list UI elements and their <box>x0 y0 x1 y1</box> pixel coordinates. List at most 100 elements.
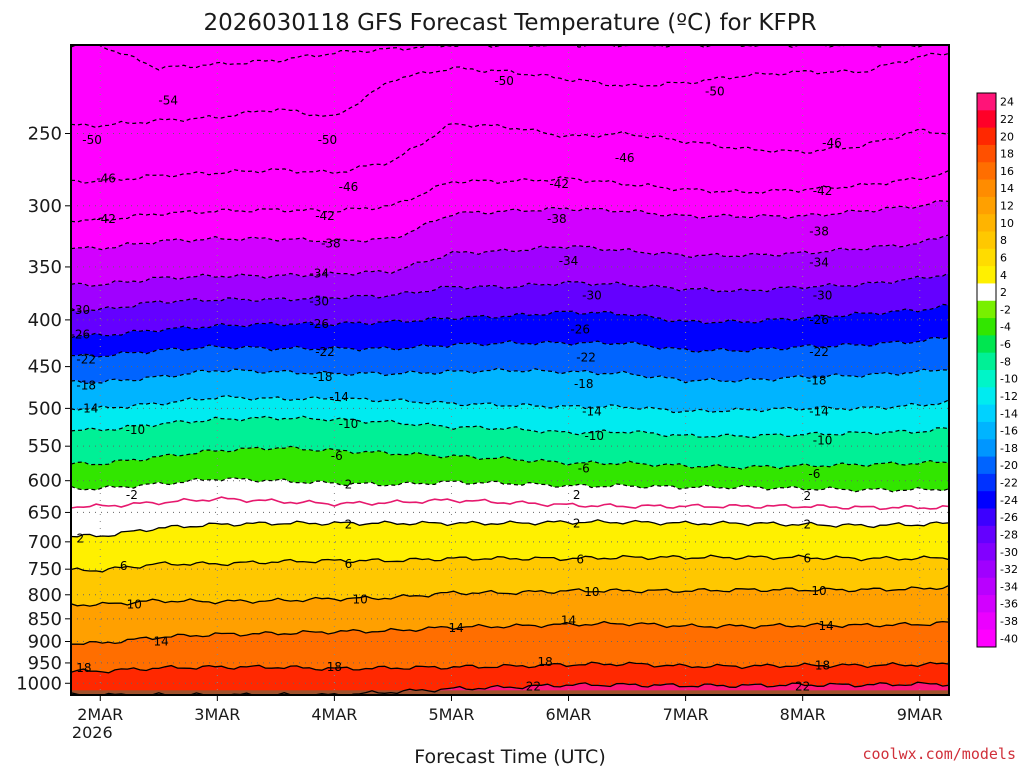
isotherm-label: -26 <box>309 317 329 331</box>
isotherm--42C <box>71 169 949 223</box>
colorbar-label: -14 <box>1000 407 1018 420</box>
colorbar-swatch <box>977 335 996 354</box>
colorbar-label: -34 <box>1000 580 1018 593</box>
isotherm--10C <box>71 415 949 439</box>
colorbar-label: -6 <box>1000 338 1011 351</box>
temperature-band <box>71 272 949 338</box>
temperature-band <box>71 234 949 312</box>
isotherm-label: -6 <box>578 462 590 476</box>
isotherm-label: -2 <box>126 488 138 502</box>
isotherm-10C <box>71 584 949 607</box>
x-tick-label: 3MAR <box>194 705 240 724</box>
isotherm-label: -18 <box>76 379 96 393</box>
y-tick-label: 500 <box>28 398 62 419</box>
colorbar-label: -12 <box>1000 390 1018 403</box>
y-tick-label: 600 <box>28 471 62 492</box>
isotherm-label: -50 <box>318 133 338 147</box>
temperature-band <box>71 395 949 438</box>
colorbar-label: -10 <box>1000 373 1018 386</box>
colorbar-swatch <box>977 231 996 250</box>
colorbar-frame <box>976 92 997 648</box>
isotherm-label: 14 <box>818 619 833 633</box>
isotherm-label: -22 <box>809 345 829 359</box>
isotherm-label: -34 <box>809 255 829 269</box>
colorbar-label: 10 <box>1000 217 1014 230</box>
source-credit: coolwx.com/models <box>862 745 1016 763</box>
isotherm-label: -38 <box>809 224 829 238</box>
isotherm-label: 14 <box>154 634 169 648</box>
colorbar-swatch <box>977 595 996 613</box>
isotherm-label: -26 <box>71 327 91 341</box>
colorbar-label: -38 <box>1000 615 1018 628</box>
colorbar-label: 2 <box>1000 286 1007 299</box>
colorbar-label: -2 <box>1000 303 1011 316</box>
isotherm-label: -30 <box>71 303 91 317</box>
isotherm-label: -14 <box>329 390 349 404</box>
isotherm-label: -22 <box>76 352 96 366</box>
y-tick-label: 800 <box>28 585 62 606</box>
temperature-band <box>71 304 949 358</box>
isotherm--22C <box>71 336 949 358</box>
colorbar-label: 22 <box>1000 113 1014 126</box>
colorbar-label: 18 <box>1000 148 1014 161</box>
isotherm-label: -14 <box>809 405 829 419</box>
isotherm--18C <box>71 367 949 384</box>
isotherm-label: -42 <box>315 209 335 223</box>
colorbar-label: -20 <box>1000 459 1018 472</box>
colorbar-label: 6 <box>1000 251 1007 264</box>
temperature-band <box>71 53 949 184</box>
temperature-band <box>71 555 949 607</box>
isotherm-label: 6 <box>804 551 812 565</box>
x-tick-label: 8MAR <box>780 705 826 724</box>
colorbar-swatch <box>977 214 996 232</box>
colorbar-label: -26 <box>1000 511 1018 524</box>
isotherm-label: 6 <box>120 559 128 573</box>
isotherm-label: 2 <box>573 488 581 502</box>
y-tick-label: 250 <box>28 123 62 144</box>
temperature-fill-bands <box>71 45 949 695</box>
isotherm-label: -46 <box>615 151 635 165</box>
colorbar-swatch <box>977 387 996 406</box>
isotherm--38C <box>71 199 949 251</box>
colorbar-swatch <box>977 456 996 475</box>
isotherm-0C <box>71 496 949 511</box>
isotherm-label: -42 <box>813 184 833 198</box>
temperature-band <box>71 45 949 128</box>
temperature-band <box>71 200 949 287</box>
isotherm--46C <box>71 122 949 184</box>
colorbar-label: -28 <box>1000 528 1018 541</box>
colorbar-swatch <box>977 127 996 146</box>
isotherm-label: 2 <box>804 489 812 503</box>
temperature-band <box>71 446 949 492</box>
grid-lines <box>71 45 949 695</box>
isotherm-label: -14 <box>582 405 602 419</box>
isotherm-label: -50 <box>705 85 725 99</box>
colorbar-swatch <box>977 162 996 181</box>
isotherm-label: -18 <box>313 370 333 384</box>
isotherm--6C <box>71 445 949 470</box>
isotherm-label: -38 <box>321 237 341 251</box>
isotherm-18C <box>71 661 949 674</box>
colorbar-swatch <box>977 196 996 215</box>
x-tick-label: 2MAR <box>77 705 123 724</box>
x-tick-label: 9MAR <box>897 705 943 724</box>
colorbar-swatch <box>977 300 996 319</box>
isotherm-labels: -50 -54 -50 -50 -50 -46 -46 -46 -46 -42 -42 -42 -42 -… <box>71 74 842 693</box>
isotherm-label: 2 <box>573 516 581 530</box>
isotherm-label: 2 <box>345 478 353 492</box>
isotherm-label: 10 <box>353 593 368 607</box>
isotherm-label: 14 <box>561 614 576 628</box>
isotherm-label: 10 <box>127 598 142 612</box>
y-tick-label: 300 <box>28 196 62 217</box>
colorbar-swatch <box>977 352 996 371</box>
y-tick-label: 350 <box>28 257 62 278</box>
isotherm--2C <box>71 477 949 493</box>
temperature-band <box>71 45 949 70</box>
temperature-band <box>71 585 949 645</box>
isotherm-label: -34 <box>559 254 579 268</box>
colorbar-swatch <box>977 577 996 596</box>
colorbar-swatch <box>977 93 996 111</box>
isotherm-label: -46 <box>96 171 116 185</box>
